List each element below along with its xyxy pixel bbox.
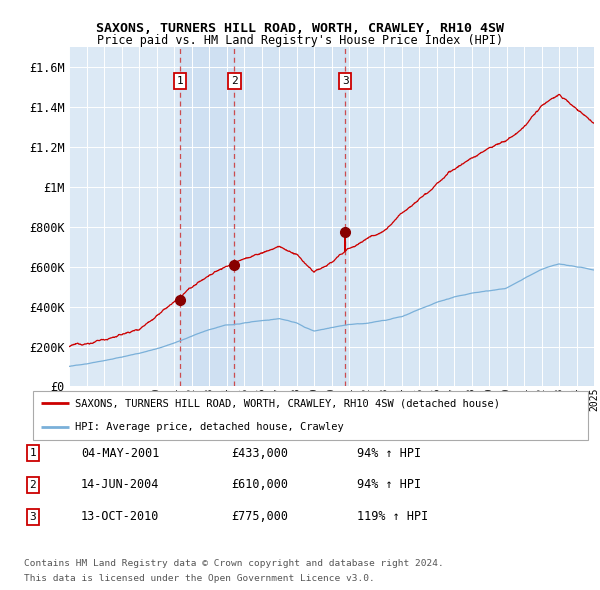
FancyBboxPatch shape: [33, 391, 588, 440]
Bar: [180, 47, 235, 386]
Text: 3: 3: [342, 76, 349, 86]
Text: 3: 3: [29, 512, 37, 522]
Text: 13-OCT-2010: 13-OCT-2010: [81, 510, 160, 523]
Text: This data is licensed under the Open Government Licence v3.0.: This data is licensed under the Open Gov…: [24, 574, 375, 583]
Bar: [235, 47, 345, 386]
Text: SAXONS, TURNERS HILL ROAD, WORTH, CRAWLEY, RH10 4SW (detached house): SAXONS, TURNERS HILL ROAD, WORTH, CRAWLE…: [74, 398, 500, 408]
Text: 2: 2: [231, 76, 238, 86]
Text: 2: 2: [29, 480, 37, 490]
Text: HPI: Average price, detached house, Crawley: HPI: Average price, detached house, Craw…: [74, 422, 343, 432]
Text: 1: 1: [29, 448, 37, 458]
Text: SAXONS, TURNERS HILL ROAD, WORTH, CRAWLEY, RH10 4SW: SAXONS, TURNERS HILL ROAD, WORTH, CRAWLE…: [96, 22, 504, 35]
Text: 14-JUN-2004: 14-JUN-2004: [81, 478, 160, 491]
Bar: [345, 47, 594, 386]
Text: 119% ↑ HPI: 119% ↑ HPI: [357, 510, 428, 523]
Text: Contains HM Land Registry data © Crown copyright and database right 2024.: Contains HM Land Registry data © Crown c…: [24, 559, 444, 568]
Text: £610,000: £610,000: [231, 478, 288, 491]
Text: 94% ↑ HPI: 94% ↑ HPI: [357, 447, 421, 460]
Text: 04-MAY-2001: 04-MAY-2001: [81, 447, 160, 460]
Text: £433,000: £433,000: [231, 447, 288, 460]
Text: Price paid vs. HM Land Registry's House Price Index (HPI): Price paid vs. HM Land Registry's House …: [97, 34, 503, 47]
Text: 94% ↑ HPI: 94% ↑ HPI: [357, 478, 421, 491]
Text: 1: 1: [176, 76, 184, 86]
Text: £775,000: £775,000: [231, 510, 288, 523]
